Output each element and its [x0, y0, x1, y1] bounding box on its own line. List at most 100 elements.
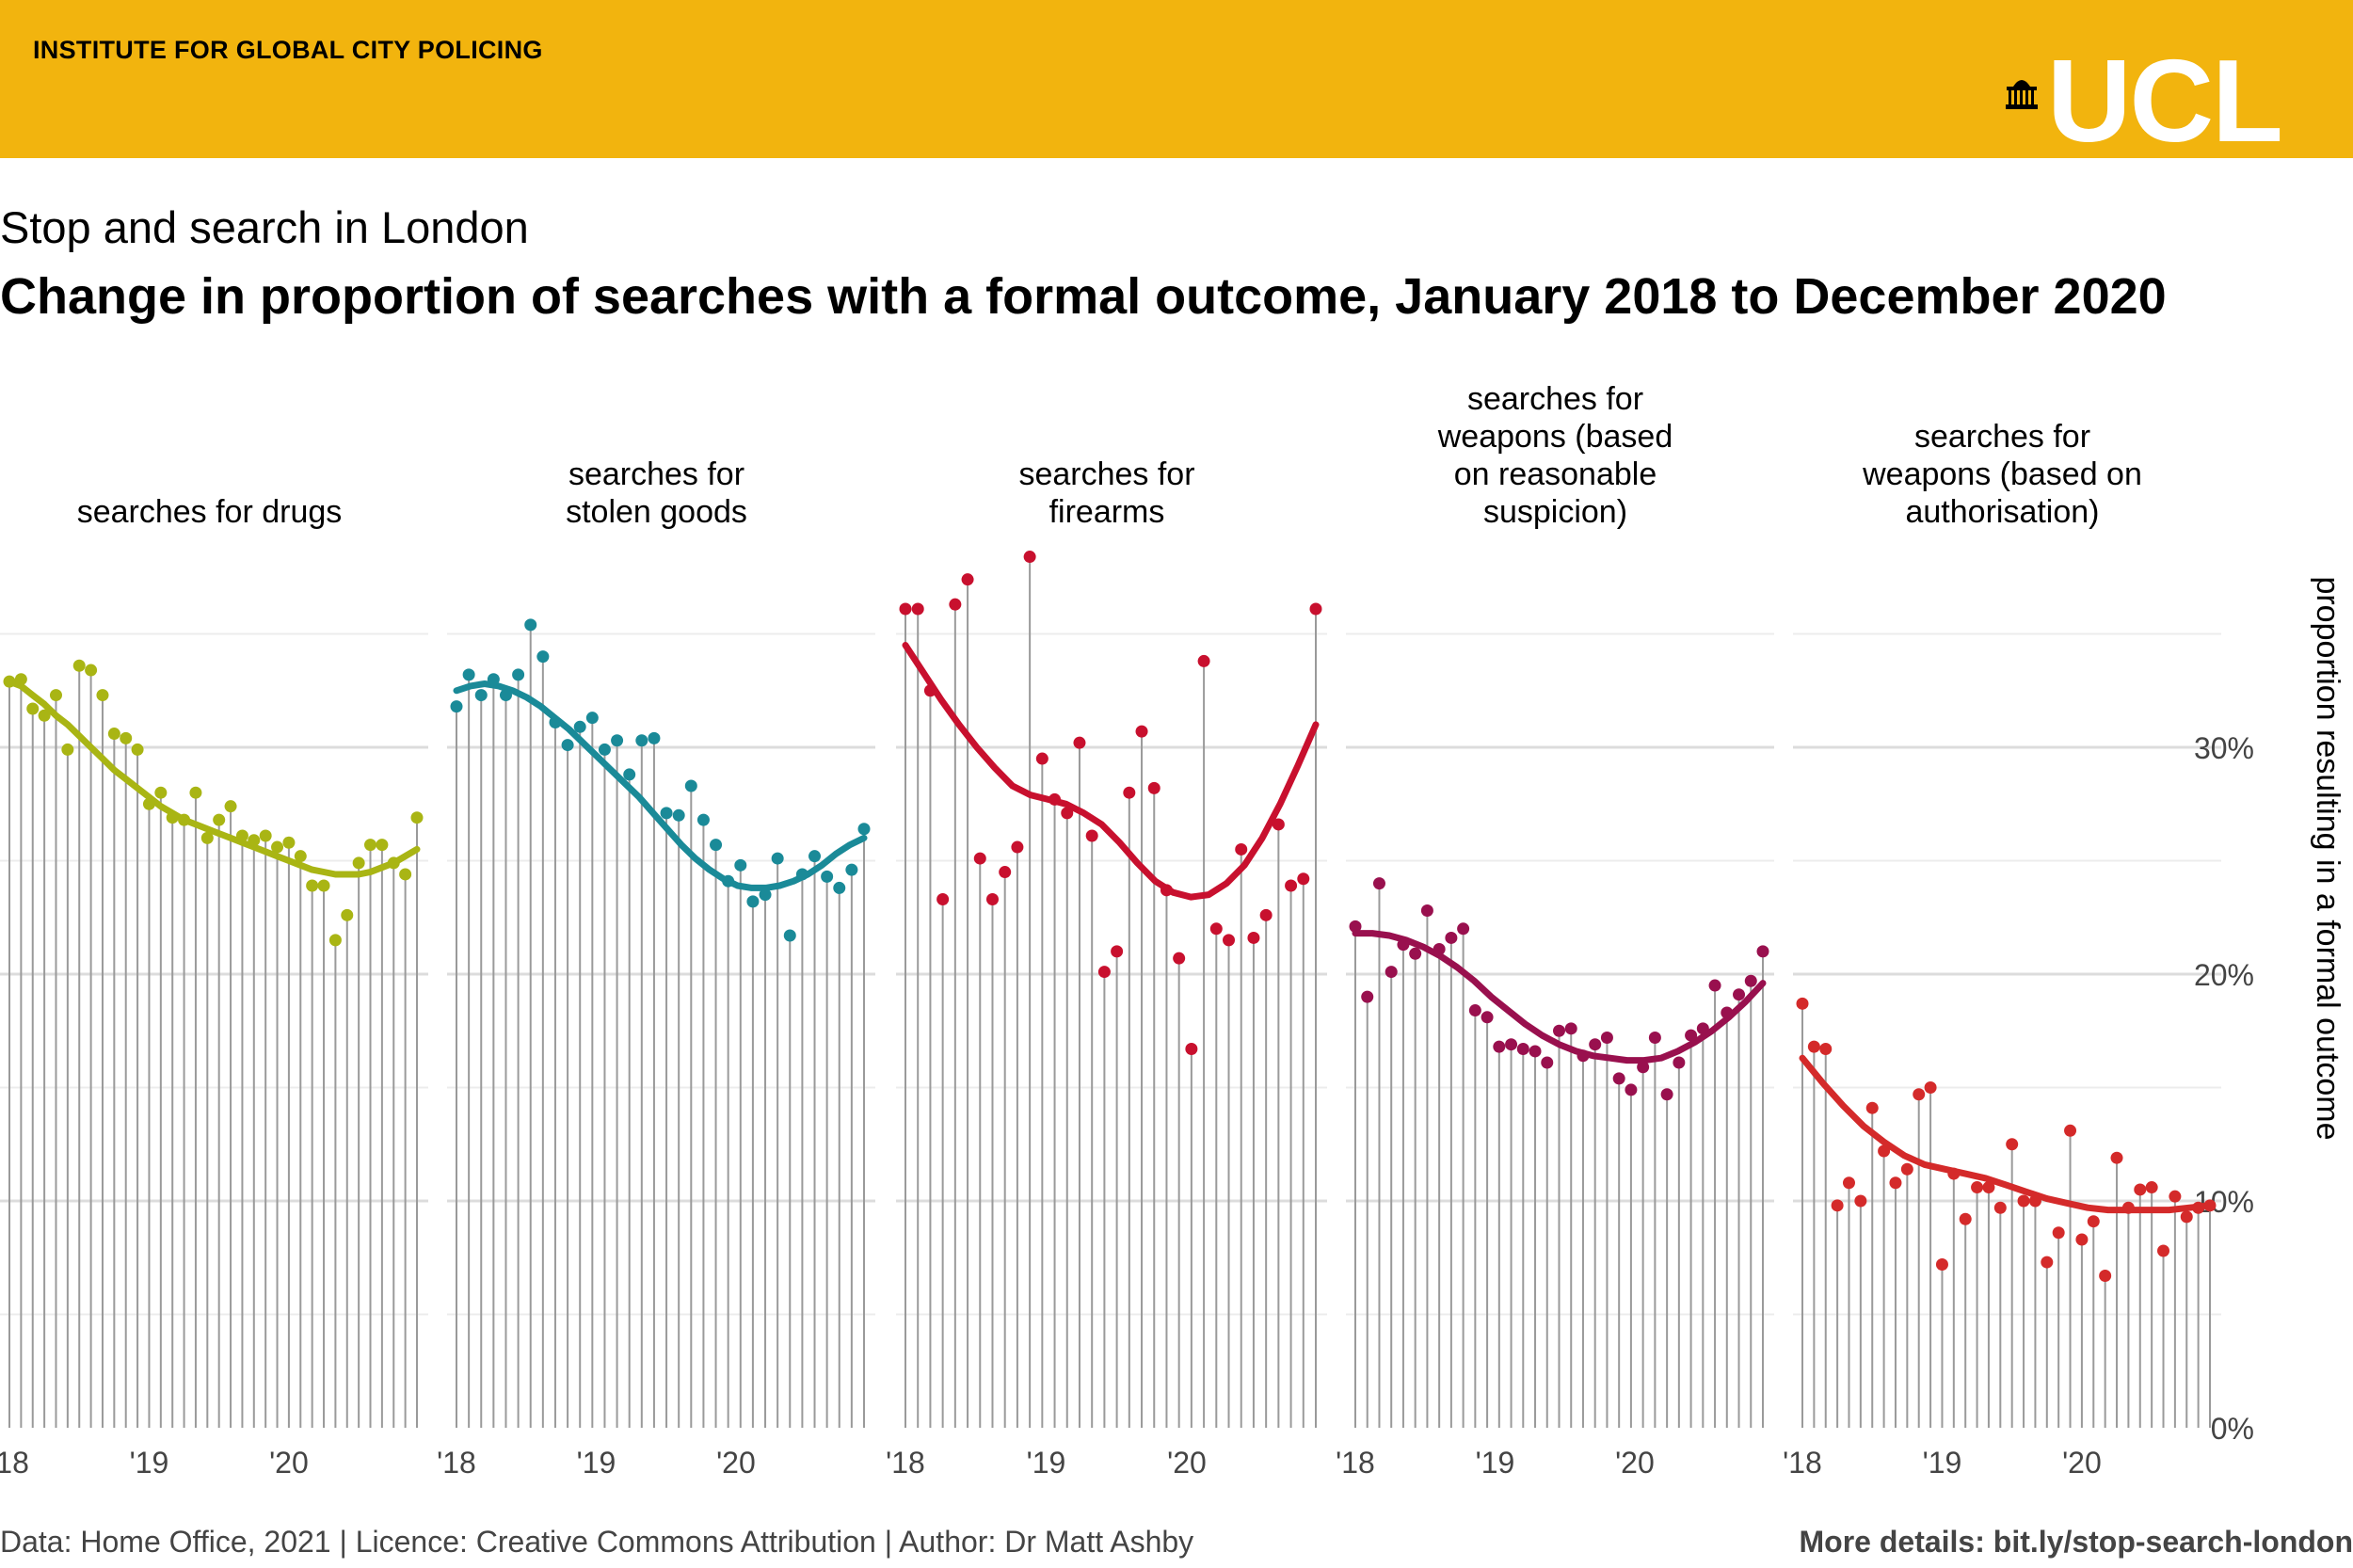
x-tick-label: '18: [437, 1446, 476, 1480]
data-point: [142, 797, 155, 810]
data-point: [911, 602, 924, 616]
data-point: [985, 892, 999, 905]
data-point: [710, 839, 723, 852]
data-point: [352, 856, 365, 870]
x-tick-label: '20: [269, 1446, 309, 1480]
data-point: [1854, 1194, 1867, 1208]
data-point: [1982, 1181, 1995, 1194]
ucl-logo: UCL: [1995, 43, 2334, 160]
data-point: [1807, 1040, 1820, 1053]
chart-subtitle: Stop and search in London: [0, 202, 529, 252]
data-point: [722, 874, 735, 888]
data-point: [1819, 1043, 1833, 1056]
data-point: [512, 668, 525, 681]
data-point: [1673, 1056, 1686, 1069]
data-point: [2017, 1194, 2030, 1208]
y-tick-label: 0%: [2211, 1412, 2254, 1446]
data-point: [462, 668, 475, 681]
data-point: [1468, 1004, 1481, 1017]
data-point: [317, 879, 330, 892]
data-point: [635, 734, 648, 747]
data-point: [1409, 947, 1422, 960]
data-point: [1935, 1257, 1948, 1271]
data-point: [573, 720, 586, 733]
panel-title: weapons (based: [1437, 419, 1673, 455]
data-point: [85, 664, 98, 677]
ucl-logo-text: UCL: [2047, 37, 2283, 167]
data-point: [2169, 1190, 2182, 1203]
data-point: [536, 650, 550, 664]
data-point: [1971, 1181, 1984, 1194]
data-point: [611, 734, 624, 747]
data-point: [821, 870, 834, 883]
y-tick-label: 20%: [2194, 958, 2254, 992]
data-point: [1721, 1006, 1734, 1019]
panel-title: firearms: [1049, 494, 1165, 530]
portico-icon: [2006, 80, 2038, 109]
data-point: [1209, 922, 1223, 936]
data-point: [2192, 1201, 2205, 1214]
data-point: [660, 807, 673, 820]
footer-link: More details: bit.ly/stop-search-london: [1799, 1525, 2353, 1559]
data-point: [2087, 1215, 2100, 1228]
data-point: [1553, 1024, 1565, 1037]
institute-name: INSTITUTE FOR GLOBAL CITY POLICING: [33, 36, 543, 64]
panel-title: suspicion): [1483, 494, 1627, 530]
data-point: [1516, 1043, 1529, 1056]
data-point: [1349, 920, 1362, 933]
x-tick-label: '18: [0, 1446, 29, 1480]
data-point: [1541, 1056, 1554, 1069]
data-point: [72, 659, 86, 672]
x-tick-label: '20: [1167, 1446, 1207, 1480]
data-point: [2064, 1124, 2077, 1137]
x-tick-label: '19: [577, 1446, 616, 1480]
data-point: [1023, 551, 1036, 564]
x-tick-label: '20: [716, 1446, 756, 1480]
panel-title: authorisation): [1905, 494, 2099, 530]
data-point: [857, 823, 871, 836]
trend-line: [1799, 1054, 2214, 1214]
data-point: [833, 881, 846, 894]
data-point: [1493, 1040, 1506, 1053]
data-point: [14, 673, 27, 686]
trend-line: [453, 680, 868, 891]
header-banner: INSTITUTE FOR GLOBAL CITY POLICING UCL: [0, 0, 2353, 160]
data-point: [1878, 1144, 1891, 1158]
data-point: [282, 836, 296, 849]
trend-line: [1352, 930, 1767, 1064]
data-point: [672, 808, 685, 822]
data-point: [189, 786, 202, 799]
data-point: [1600, 1031, 1613, 1044]
chart-title: Change in proportion of searches with a …: [0, 268, 2167, 325]
data-point: [1457, 922, 1470, 936]
data-point: [1577, 1049, 1590, 1063]
data-point: [1625, 1083, 1638, 1096]
data-point: [1796, 997, 1809, 1010]
data-point: [1612, 1072, 1625, 1085]
data-point: [1889, 1176, 1902, 1190]
data-point: [1272, 818, 1285, 831]
data-point: [1913, 1088, 1926, 1101]
data-point: [771, 852, 784, 865]
data-point: [154, 786, 168, 799]
data-point: [1085, 829, 1098, 842]
data-point: [1445, 931, 1458, 944]
data-point: [2099, 1270, 2112, 1283]
data-point: [49, 689, 62, 702]
data-point: [1372, 877, 1385, 890]
data-point: [235, 829, 248, 842]
data-point: [1831, 1199, 1844, 1212]
data-point: [224, 800, 237, 813]
data-point: [131, 743, 144, 756]
data-point: [1135, 725, 1148, 738]
data-point: [387, 856, 400, 870]
data-point: [1048, 792, 1062, 806]
data-point: [1297, 872, 1310, 886]
x-tick-label: '19: [1923, 1446, 1962, 1480]
footer-credits: Data: Home Office, 2021 | Licence: Creat…: [0, 1525, 1194, 1559]
x-tick-label: '19: [1027, 1446, 1066, 1480]
data-point: [107, 728, 120, 741]
data-point: [1648, 1031, 1661, 1044]
data-point: [623, 768, 636, 781]
